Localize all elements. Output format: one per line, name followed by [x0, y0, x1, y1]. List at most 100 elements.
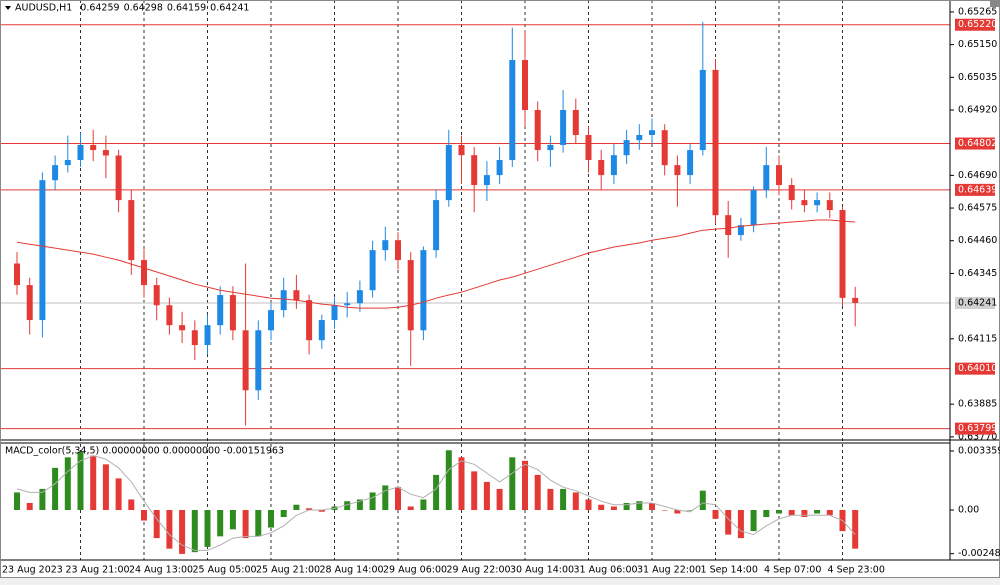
grid: [0, 0, 950, 560]
candle-body: [204, 325, 211, 346]
histogram-bar: [458, 457, 465, 511]
candle-body: [14, 263, 20, 286]
candle-body: [801, 200, 808, 206]
candle-body: [585, 135, 592, 161]
y-tick-label: 0.63770: [958, 431, 997, 442]
histogram-bar: [14, 492, 20, 511]
header-open: 0.64259: [80, 3, 119, 14]
y-tick-label: 0.00: [958, 505, 979, 516]
histogram-bar: [610, 506, 617, 511]
histogram-bar: [191, 510, 198, 553]
candle-body: [64, 160, 71, 166]
header-close: 0.64241: [210, 3, 249, 14]
candle-body: [776, 165, 782, 186]
indicator-title: MACD_color(5,34,5) 0.00000000 0.00000000…: [5, 446, 284, 457]
y-tick-label: 0.64460: [958, 235, 997, 246]
candle-body: [318, 320, 325, 341]
level-label: 0.65220: [958, 19, 997, 30]
candle-body: [90, 144, 97, 151]
level-tag: [955, 137, 995, 150]
histogram-bar: [687, 510, 694, 511]
candle-body: [547, 144, 554, 151]
y-tick-label: 0.64690: [958, 170, 997, 181]
x-tick-label: 31 Aug 06:00: [574, 565, 638, 576]
histogram-bar: [229, 510, 236, 530]
histogram-bar: [102, 464, 109, 511]
histogram-bar: [217, 510, 224, 537]
level-label: 0.64802: [958, 138, 997, 149]
histogram-bar: [382, 485, 389, 511]
x-tick-label: 4 Sep 07:00: [764, 565, 821, 576]
histogram-bar: [737, 510, 744, 539]
candle-body: [344, 303, 351, 306]
histogram-bar: [801, 510, 808, 518]
header-low: 0.64159: [167, 3, 206, 14]
histogram-bar: [52, 467, 59, 511]
symbol-title: AUDUSD,H1: [15, 3, 72, 14]
level-label: 0.63799: [958, 423, 997, 434]
candle-body: [610, 155, 617, 176]
candle-body: [191, 330, 198, 346]
candle-body: [77, 144, 84, 161]
histogram-bar: [77, 452, 84, 511]
histogram-bar: [483, 481, 490, 511]
candle-body: [141, 260, 147, 286]
candle-body: [814, 200, 821, 206]
histogram-bar: [344, 501, 351, 511]
candle-body: [102, 150, 109, 156]
x-tick-label: 25 Aug 21:00: [256, 565, 320, 576]
histogram-bar: [636, 501, 643, 511]
candle-body: [382, 240, 389, 251]
candle-body: [420, 250, 427, 331]
candle-body: [572, 110, 579, 136]
collapse-arrow[interactable]: [5, 6, 11, 10]
histogram-bar: [115, 478, 122, 511]
histogram-bar: [471, 471, 478, 511]
histogram-bar: [433, 474, 440, 511]
y-tick-label: 0.65150: [958, 39, 997, 50]
histogram-bar: [534, 474, 541, 511]
candle-body: [725, 215, 732, 236]
candle-body: [356, 290, 363, 304]
candle-body: [39, 180, 46, 321]
x-tick-label: 23 Aug 21:00: [66, 565, 130, 576]
candle-body: [242, 330, 249, 391]
histogram-bar: [712, 510, 719, 519]
x-tick-label: 31 Aug 22:00: [637, 565, 701, 576]
y-tick-label: 0.64920: [958, 105, 997, 116]
level-tag: [955, 422, 995, 435]
histogram-bar: [788, 510, 795, 516]
histogram-bar: [522, 460, 528, 511]
x-tick-label: 28 Aug 14:00: [320, 565, 384, 576]
histogram-bar: [496, 488, 503, 511]
histogram-bar: [699, 490, 706, 511]
candle-body: [852, 297, 859, 303]
histogram-bar: [763, 510, 770, 518]
x-tick-label: 23 Aug 2023: [2, 565, 63, 576]
candle-body: [217, 295, 224, 326]
histogram-bar: [420, 499, 427, 511]
x-tick-label: 4 Sep 23:00: [828, 565, 885, 576]
candle-body: [268, 310, 274, 331]
candle-body: [369, 250, 376, 291]
moving-average: [16, 219, 856, 309]
candle-body: [661, 130, 668, 166]
histogram-bar: [852, 510, 859, 549]
candle-body: [839, 210, 846, 298]
candle-body: [128, 200, 135, 261]
level-tag: [955, 183, 995, 196]
histogram-bar: [268, 510, 274, 528]
candle-body: [496, 160, 503, 176]
candle-body: [407, 260, 414, 331]
candle-body: [788, 185, 795, 201]
histogram-bar: [509, 457, 516, 511]
tab-strip: [0, 578, 1000, 585]
candle-body: [737, 225, 744, 236]
histogram-bar: [39, 488, 46, 511]
histogram-bar: [293, 504, 300, 511]
histogram-bar: [585, 499, 592, 511]
x-tick-label: 30 Aug 14:00: [510, 565, 574, 576]
candle-body: [471, 155, 478, 186]
histogram-bar: [725, 510, 732, 535]
